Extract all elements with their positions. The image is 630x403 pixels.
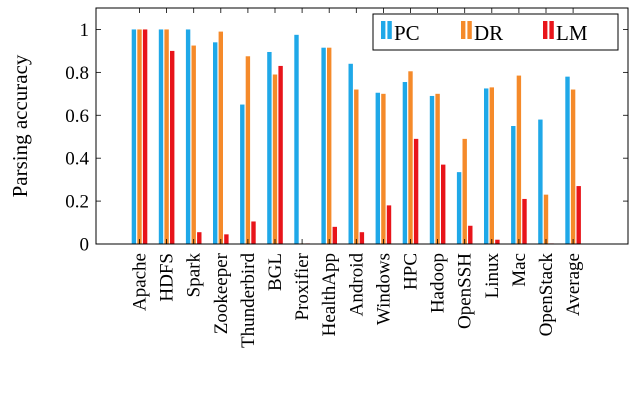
category-label-hadoop: Hadoop: [428, 253, 449, 313]
bar-lm-hpc: [413, 138, 419, 244]
legend-label-dr: DR: [474, 21, 503, 45]
category-labels-layer: Apache HDFS Spark Zookeeper Thunderbird BGL Pr…: [130, 252, 585, 348]
bar-lm-mac: [522, 198, 527, 244]
bar-dr-openssh: [462, 138, 467, 244]
category-label-thunderbird: Thunderbird: [238, 253, 259, 348]
x-ticks-layer: [139, 8, 574, 244]
legend-swatch-lm: [543, 21, 548, 39]
legend-swatch-dr: [461, 21, 466, 39]
bar-pc-spark: [185, 29, 191, 245]
bar-pc-bgl: [267, 51, 272, 245]
bar-pc-android: [348, 63, 353, 244]
bar-pc-windows: [375, 92, 380, 244]
category-label-average: Average: [563, 253, 584, 316]
bar-dr-healthapp: [327, 47, 332, 244]
y-tick-label: 0.6: [65, 106, 89, 127]
bar-pc-average: [565, 76, 570, 245]
category-label-windows: Windows: [373, 253, 394, 325]
bar-lm-zookeeper: [224, 234, 229, 244]
bar-lm-apache: [142, 29, 148, 245]
bar-pc-hdfs: [158, 29, 164, 245]
bar-pc-healthapp: [321, 47, 326, 244]
category-label-linux: Linux: [482, 253, 503, 299]
y-tick-label: 0.2: [65, 192, 89, 213]
y-tick-label: 0.4: [65, 149, 89, 170]
bar-lm-bgl: [278, 65, 283, 245]
bar-dr-spark: [191, 45, 196, 244]
legend-swatch-pc-b: [387, 21, 392, 39]
bars-layer: [131, 29, 581, 245]
legend-box: [372, 13, 619, 51]
bar-lm-hadoop: [441, 164, 446, 244]
y-tick-label: 1: [80, 20, 90, 41]
bar-pc-hpc: [402, 82, 408, 245]
bar-dr-android: [354, 89, 359, 244]
bar-lm-openssh: [468, 225, 473, 244]
bar-pc-openstack: [538, 119, 543, 244]
bar-lm-windows: [386, 205, 392, 244]
category-label-openssh: OpenSSH: [455, 253, 476, 329]
category-label-spark: Spark: [184, 253, 205, 298]
bar-dr-hadoop: [435, 93, 440, 244]
plot-frame: [95, 7, 629, 245]
category-label-zookeeper: Zookeeper: [211, 252, 232, 334]
bar-lm-linux: [495, 239, 500, 244]
bar-dr-thunderbird: [245, 56, 251, 244]
legend-label-lm: LM: [556, 21, 588, 45]
bar-lm-android: [359, 232, 365, 244]
legend-swatch-lm-b: [549, 21, 554, 39]
bar-dr-windows: [381, 93, 386, 244]
bar-lm-thunderbird: [251, 221, 256, 244]
legend-swatch-dr-b: [467, 21, 472, 39]
bar-dr-openstack: [543, 194, 549, 244]
bar-pc-mac: [511, 126, 516, 244]
category-label-bgl: BGL: [265, 253, 286, 291]
legend: PC DR LM: [372, 13, 619, 51]
bar-dr-bgl: [272, 74, 278, 244]
bar-dr-hpc: [408, 71, 413, 244]
legend-swatch-pc: [381, 21, 386, 39]
bar-dr-linux: [489, 87, 494, 244]
category-label-openstack: OpenStack: [536, 253, 557, 337]
y-tick-label: 0: [80, 235, 90, 256]
bar-dr-hdfs: [164, 29, 169, 245]
y-axis-label: Parsing accuracy: [8, 54, 32, 197]
legend-label-pc: PC: [394, 21, 420, 45]
category-label-apache: Apache: [130, 253, 151, 311]
category-label-android: Android: [346, 253, 367, 317]
bar-pc-thunderbird: [240, 104, 245, 244]
y-ticks-layer: 0 0.2 0.4 0.6 0.8 1: [65, 20, 628, 256]
bar-dr-average: [570, 89, 576, 244]
bar-lm-spark: [197, 232, 202, 244]
bar-dr-mac: [516, 75, 522, 244]
category-label-healthapp: HealthApp: [319, 253, 340, 336]
bar-lm-healthapp: [332, 226, 337, 244]
category-label-hdfs: HDFS: [157, 253, 178, 302]
category-label-hpc: HPC: [401, 253, 422, 290]
bar-pc-proxifier: [294, 34, 299, 244]
bar-pc-linux: [484, 88, 489, 244]
bar-pc-hadoop: [429, 95, 435, 245]
bar-pc-openssh: [456, 172, 462, 244]
bar-lm-hdfs: [170, 50, 175, 244]
bar-pc-zookeeper: [213, 42, 218, 244]
bar-dr-apache: [137, 29, 142, 245]
y-tick-label: 0.8: [65, 63, 89, 84]
bar-pc-apache: [131, 29, 137, 245]
category-label-mac: Mac: [509, 253, 530, 287]
bar-lm-average: [576, 186, 581, 244]
bar-dr-zookeeper: [218, 31, 223, 244]
category-label-proxifier: Proxifier: [292, 252, 313, 320]
